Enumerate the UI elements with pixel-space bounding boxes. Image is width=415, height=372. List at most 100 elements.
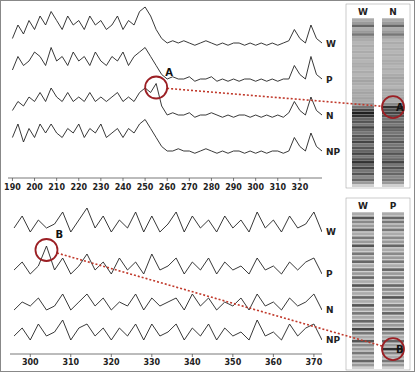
x-tick-label: 290 bbox=[225, 183, 242, 192]
x-tick-label: 220 bbox=[70, 183, 87, 192]
x-tick bbox=[255, 178, 256, 181]
gel-band bbox=[382, 324, 404, 327]
gel-band bbox=[382, 308, 404, 311]
gel-band bbox=[382, 45, 404, 48]
gel-band bbox=[352, 217, 374, 220]
gel-band bbox=[352, 19, 374, 22]
gel-band bbox=[352, 225, 374, 228]
gel-lane-label: N bbox=[389, 7, 397, 17]
gel-band bbox=[382, 181, 404, 184]
gel-band bbox=[352, 364, 374, 367]
gel-band bbox=[352, 65, 374, 68]
gel-band bbox=[352, 155, 374, 158]
gel-band bbox=[382, 71, 404, 74]
gel-band bbox=[352, 33, 374, 36]
gel-band bbox=[352, 83, 374, 86]
x-tick-label: 260 bbox=[159, 183, 176, 192]
gel-band bbox=[382, 144, 404, 147]
x-tick-label: 240 bbox=[115, 183, 132, 192]
gel-band bbox=[352, 288, 374, 291]
gel-band bbox=[352, 264, 374, 267]
traces bbox=[14, 208, 322, 340]
gel-band bbox=[382, 155, 404, 158]
gel-band bbox=[382, 59, 404, 62]
annotation-label: A bbox=[165, 67, 173, 78]
gel-band bbox=[382, 225, 404, 228]
gel-band bbox=[382, 272, 404, 275]
gel-band bbox=[352, 248, 374, 251]
gel-band bbox=[382, 138, 404, 141]
gel-band bbox=[352, 129, 374, 132]
trace-label: N bbox=[326, 305, 334, 315]
x-tick-label: 310 bbox=[62, 358, 79, 367]
gel-band bbox=[382, 129, 404, 132]
gel-band bbox=[352, 126, 374, 129]
trace bbox=[14, 320, 322, 340]
gel-band bbox=[382, 123, 404, 126]
gel-band bbox=[382, 120, 404, 123]
gel-band bbox=[352, 344, 374, 347]
x-tick bbox=[78, 178, 79, 181]
gel-band bbox=[352, 284, 374, 287]
gel-band bbox=[352, 132, 374, 135]
x-tick bbox=[299, 178, 300, 181]
gel-band bbox=[352, 161, 374, 164]
gel-band bbox=[382, 19, 404, 22]
gel-band bbox=[382, 316, 404, 319]
gel-band bbox=[352, 252, 374, 255]
gel-band bbox=[352, 221, 374, 224]
gel-band bbox=[352, 59, 374, 62]
trace bbox=[12, 48, 322, 82]
x-axis bbox=[8, 178, 322, 179]
x-tick bbox=[273, 354, 274, 357]
gel-highlight-circle bbox=[382, 96, 404, 118]
gel-band bbox=[382, 176, 404, 179]
gel-band bbox=[352, 22, 374, 25]
gel-band bbox=[352, 152, 374, 155]
gel-band bbox=[352, 276, 374, 279]
x-tick bbox=[111, 354, 112, 357]
x-tick-label: 250 bbox=[137, 183, 154, 192]
gel-band bbox=[352, 167, 374, 170]
gel-band bbox=[352, 62, 374, 65]
gel-band bbox=[352, 356, 374, 359]
gel-annotation-label: B bbox=[396, 344, 404, 355]
gel-band bbox=[352, 48, 374, 51]
gel-band bbox=[382, 233, 404, 236]
gel-band bbox=[382, 39, 404, 42]
gel-lane bbox=[352, 18, 374, 187]
gel-highlight-circle bbox=[382, 338, 404, 360]
gel-band bbox=[352, 71, 374, 74]
gel-band bbox=[352, 312, 374, 315]
gel-band bbox=[352, 42, 374, 45]
trace-label: W bbox=[326, 39, 336, 49]
gel-band bbox=[382, 332, 404, 335]
trace-label: W bbox=[326, 227, 336, 237]
gel-band bbox=[352, 260, 374, 263]
gel-band bbox=[352, 68, 374, 71]
x-tick-label: 310 bbox=[269, 183, 286, 192]
gel-band bbox=[382, 264, 404, 267]
connector bbox=[57, 253, 382, 346]
gel-band bbox=[382, 300, 404, 303]
gel-band bbox=[352, 328, 374, 331]
gel-band bbox=[352, 88, 374, 91]
gel-band bbox=[382, 260, 404, 263]
gel-band bbox=[382, 88, 404, 91]
gel-lane-label: W bbox=[358, 7, 368, 17]
x-tick bbox=[211, 178, 212, 181]
gel-band bbox=[382, 241, 404, 244]
gel-lane-label: W bbox=[358, 201, 368, 211]
gel-band bbox=[352, 120, 374, 123]
gel-band bbox=[382, 22, 404, 25]
traces bbox=[12, 7, 322, 153]
x-tick-label: 210 bbox=[48, 183, 65, 192]
gel-band bbox=[352, 158, 374, 161]
gel-band bbox=[382, 68, 404, 71]
trace-label: P bbox=[326, 75, 333, 85]
gel-band bbox=[352, 74, 374, 77]
gel-band bbox=[352, 320, 374, 323]
x-tick bbox=[232, 354, 233, 357]
gel-band bbox=[382, 54, 404, 57]
panel: 300310320330340350360370WPNNPWPBB bbox=[10, 198, 410, 370]
